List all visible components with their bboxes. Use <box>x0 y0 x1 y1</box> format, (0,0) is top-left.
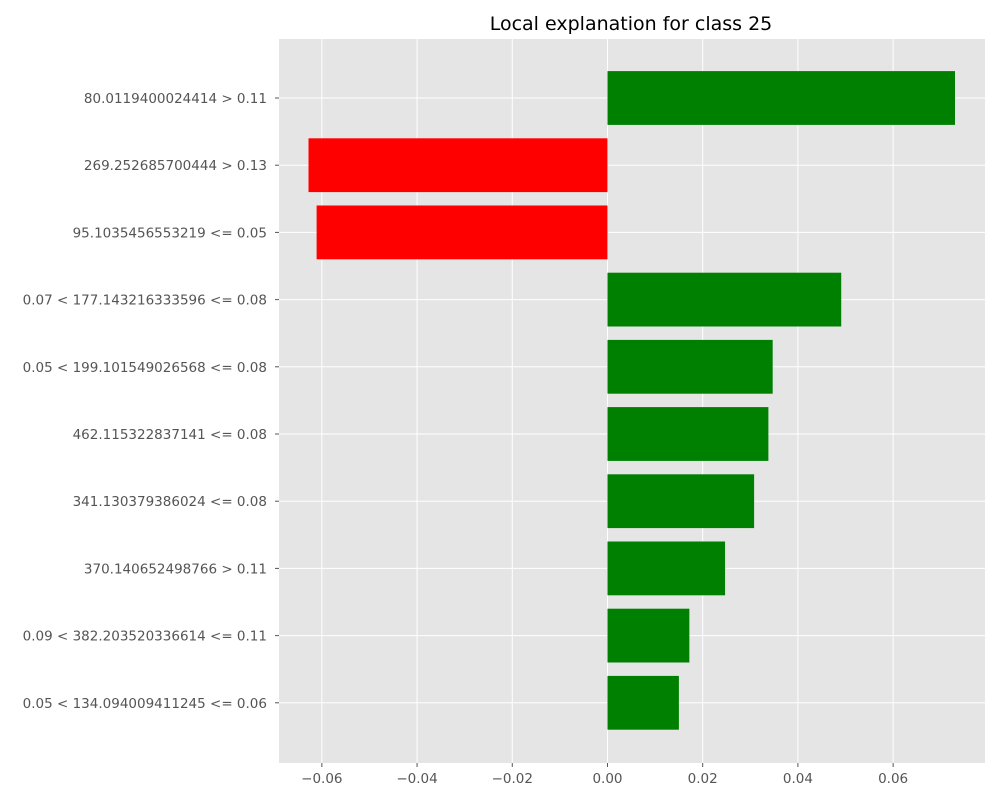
y-tick-label: 0.07 < 177.143216333596 <= 0.08 <box>23 293 267 309</box>
y-tick-label: 80.0119400024414 > 0.11 <box>84 91 267 107</box>
x-tick-label: −0.06 <box>301 771 342 787</box>
y-tick-label: 0.05 < 199.101549026568 <= 0.08 <box>23 360 267 376</box>
y-tick-label: 341.130379386024 <= 0.08 <box>73 494 267 510</box>
bar <box>308 138 608 193</box>
y-tick-label: 0.09 < 382.203520336614 <= 0.11 <box>23 629 267 645</box>
x-tick-label: 0.02 <box>688 771 718 787</box>
x-tick-label: 0.04 <box>783 771 813 787</box>
chart-title: Local explanation for class 25 <box>490 13 773 35</box>
bar <box>316 205 608 260</box>
x-tick-label: −0.02 <box>492 771 533 787</box>
bar <box>607 608 690 663</box>
bar <box>607 71 956 125</box>
y-tick-label: 0.05 < 134.094009411245 <= 0.06 <box>23 696 267 712</box>
bar <box>607 474 755 529</box>
bar <box>607 339 773 394</box>
y-axis-ticks: 80.0119400024414 > 0.11 269.252685700444 … <box>23 91 279 712</box>
y-tick-label: 95.1035456553219 <= 0.05 <box>73 225 267 241</box>
bar <box>607 272 842 327</box>
y-tick-label: 462.115322837141 <= 0.08 <box>73 427 267 443</box>
bars <box>308 71 956 730</box>
bar <box>607 541 726 596</box>
y-tick-label: 269.252685700444 > 0.13 <box>84 158 267 174</box>
x-axis-ticks: −0.06 −0.04 −0.02 0.00 0.02 0.04 0.06 <box>301 763 908 787</box>
x-tick-label: 0.00 <box>592 771 622 787</box>
bar <box>607 675 679 730</box>
x-tick-label: 0.06 <box>878 771 908 787</box>
x-tick-label: −0.04 <box>396 771 437 787</box>
y-tick-label: 370.140652498766 > 0.11 <box>84 561 267 577</box>
bar <box>607 407 769 461</box>
